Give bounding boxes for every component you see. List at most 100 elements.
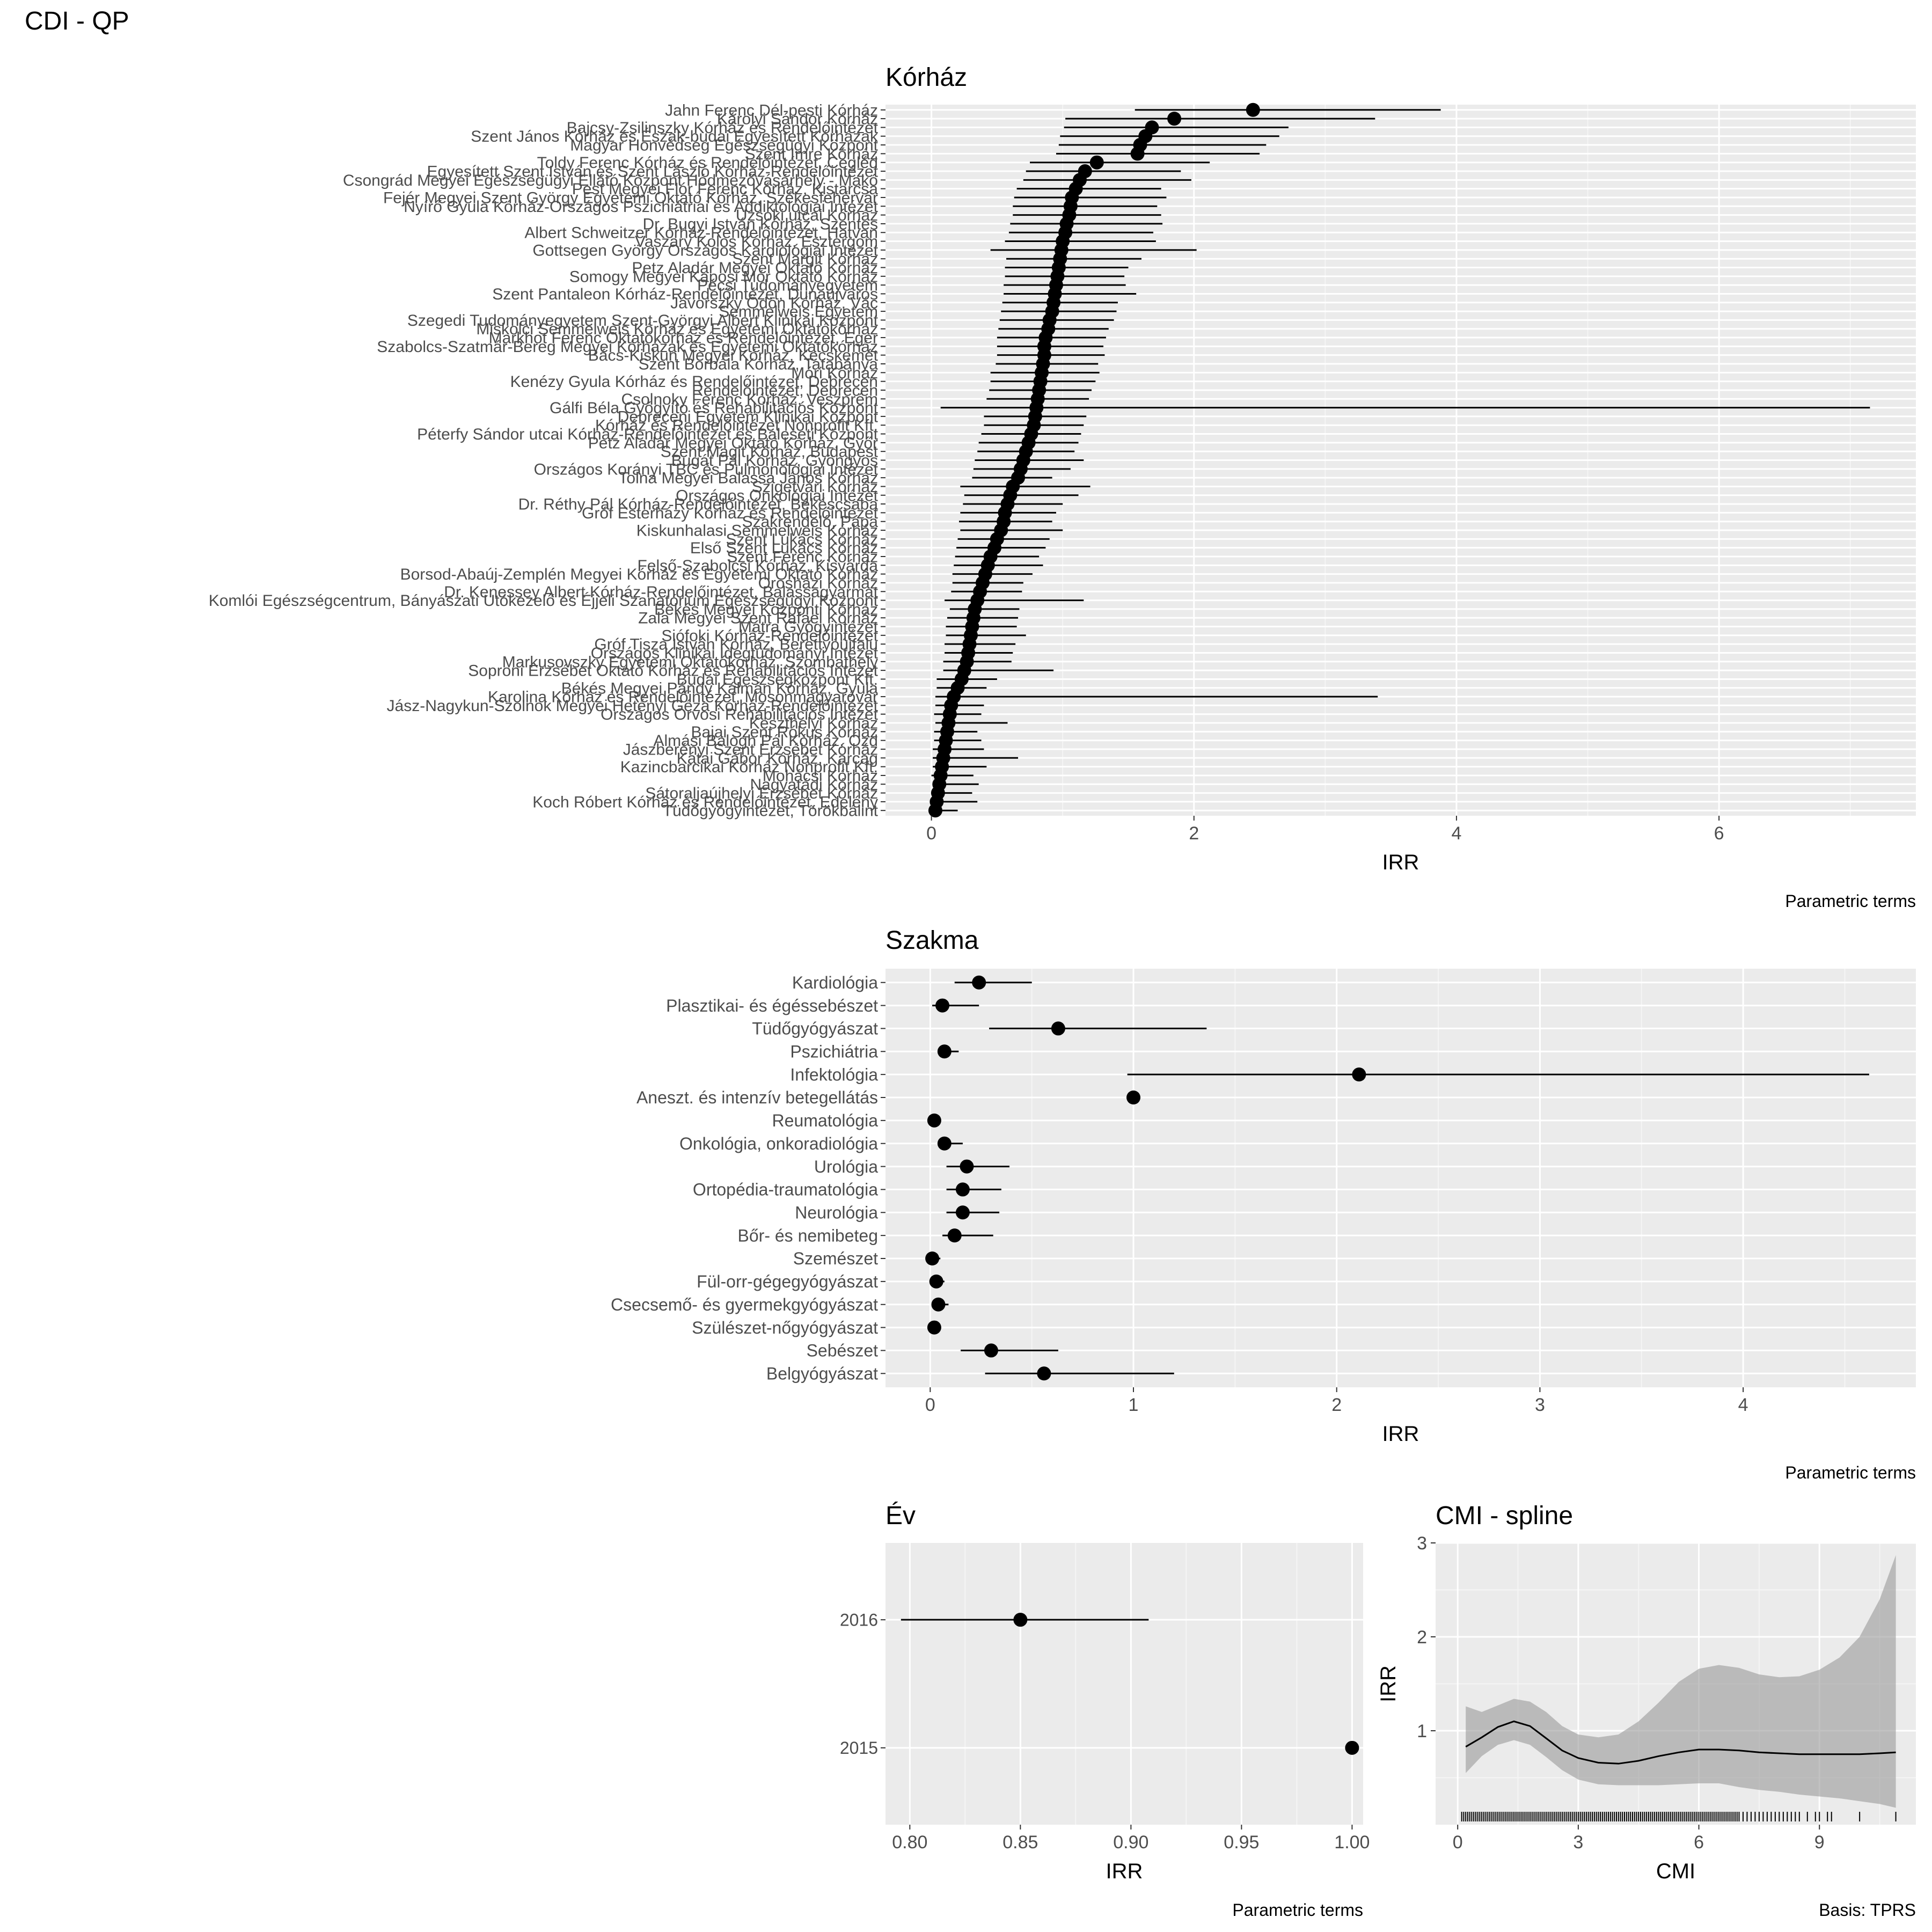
y-tick-label: Károlyi Sándor Kórház: [717, 111, 878, 128]
estimate-point: [955, 1205, 970, 1220]
y-tick-label: Belgyógyászat: [766, 1364, 878, 1383]
y-tick-label: Markusovszky Egyetemi Oktatókórház, Szom…: [502, 653, 878, 671]
y-tick-label: Plasztikai- és égéssebészet: [666, 996, 878, 1015]
y-tick-label: Országos Orvosi Rehabilitációs Intézet: [601, 706, 879, 723]
y-tick-label: Sátoraljaújhelyi Erzsébet Kórház: [645, 785, 878, 802]
y-tick-label: Bugát Pál Kórház, Gyöngyös: [671, 452, 878, 470]
y-tick-label: Szent Pantaleon Kórház-Rendelőintézet, D…: [492, 286, 878, 303]
x-tick-label: 2: [1331, 1395, 1342, 1415]
estimate-point: [1130, 147, 1145, 161]
y-tick-label: Szemészet: [793, 1249, 878, 1268]
estimate-point: [937, 1044, 952, 1059]
y-tick-label: Rendelőintézet, Debrecen: [692, 382, 878, 399]
y-tick-label: Somogy Megyei Kaposi Mór Oktató Kórház: [569, 268, 878, 286]
y-tick-label: Mátra Gyógyintézet: [738, 618, 879, 636]
y-tick-label: Bács-Kiskun Megyei Kórház, Kecskemét: [588, 347, 879, 364]
x-tick-label: 0.85: [1002, 1832, 1038, 1853]
y-tick-label: 2016: [840, 1610, 878, 1629]
estimate-point: [1246, 103, 1260, 117]
y-tick-label: Gróf Esterházy Kórház és Rendelőintézet: [582, 504, 879, 522]
y-tick-label: Budai Egészségközpont Kft.: [677, 671, 878, 689]
y-axis-label: IRR: [1377, 1665, 1400, 1702]
x-axis-label: IRR: [1382, 1422, 1419, 1446]
y-tick-label: Onkológia, onkoradiológia: [679, 1134, 878, 1153]
y-tick-label: Zala Megyei Szent Rafael Kórház: [638, 610, 878, 627]
panel-background: [885, 969, 1916, 1387]
y-tick-label: Uzsoki utcai Kórház: [736, 207, 878, 224]
estimate-point: [925, 1252, 940, 1265]
estimate-point: [935, 998, 950, 1013]
y-tick-label: Kenézy Gyula Kórház és Rendelőintézet, D…: [510, 373, 878, 391]
y-tick-label: Magyar Honvédség Egészségügyi Központ: [570, 137, 878, 155]
y-tick-label: Infektológia: [790, 1065, 878, 1084]
x-tick-label: 6: [1694, 1832, 1704, 1853]
y-tick-label: Soproni Erzsébet Oktató Kórház és Rehabi…: [468, 662, 878, 680]
x-tick-label: 9: [1814, 1832, 1825, 1853]
y-tick-label: Nyírő Gyula Kórház-Országos Pszichiátria…: [404, 198, 878, 216]
panel-title: CMI - spline: [1436, 1502, 1573, 1530]
y-tick-label: Felső-Szabolcsi Kórház, Kisvárda: [637, 557, 878, 575]
y-tick-label: Kórház és Rendelőintézet Nonprofit Kft.: [595, 417, 878, 435]
y-tick-label: Debreceni Egyetem Klinikai Központ: [618, 408, 879, 426]
panel-szakma: Kardiológia Plasztikai- és égéssebészet Tü…: [611, 926, 1916, 1482]
x-tick-label: 0: [925, 1395, 935, 1415]
y-tick-label: Komlói Egészségcentrum, Bányászati Utóke…: [209, 592, 879, 610]
y-tick-label: Orosházi Kórház: [758, 574, 878, 592]
x-tick-label: 0: [926, 823, 936, 844]
y-tick-label: Szabolcs-Szatmár-Bereg Megyei Kórházak é…: [377, 338, 878, 356]
spline-line: [1465, 1720, 1896, 1765]
y-tick-label: Keszthelyi Kórház: [749, 715, 878, 733]
y-tick-label: Siófoki Kórház-Rendelőintézet: [661, 627, 878, 645]
x-axis-label: CMI: [1656, 1860, 1695, 1883]
y-tick-label: Aneszt. és intenzív betegellátás: [636, 1088, 878, 1107]
y-tick-label: Toldy Ferenc Kórház és Rendelőintézet, C…: [537, 154, 878, 172]
y-tick-label: Vaszary Kolos Kórház, Esztergom: [635, 233, 878, 251]
y-tick-label: Koch Róbert Kórház és Rendelőintézet, Ed…: [532, 793, 878, 811]
y-tick-label: Karolina Kórház és Rendelőintézet, Moson…: [488, 689, 878, 706]
y-tick-label: Szülészet-nőgyógyászat: [692, 1318, 878, 1337]
y-tick-label: Péterfy Sándor utcai Kórház-Rendelőintéz…: [417, 426, 879, 443]
y-tick-label: 2: [1417, 1627, 1427, 1648]
panel-title: Kórház: [885, 63, 967, 92]
y-tick-label: Kazincbarcikai Kórház Nonprofit Kft.: [620, 758, 878, 776]
y-tick-label: Petz Aladár Megyei Oktató Kórház, Győr: [588, 434, 878, 452]
y-tick-label: Jávorszky Ödön Kórház, Vác: [670, 294, 878, 312]
y-tick-label: Pécsi Tudományegyetem: [697, 277, 878, 295]
y-tick-label: Jahn Ferenc Dél-pesti Kórház: [665, 101, 878, 119]
y-tick-label: Pest Megyei Flór Ferenc Kórház, Kistarcs…: [572, 180, 879, 198]
y-tick-label: Országos Korányi TBC és Pulmonológiai In…: [534, 460, 879, 478]
y-tick-label: Országos Klinikai Idegtudományi Intézet: [591, 645, 879, 662]
y-tick-label: Gottsegen György Országos Kardiológiai I…: [532, 241, 878, 259]
y-tick-label: 1: [1417, 1721, 1427, 1741]
y-tick-label: Szent Magit Kórház, Budapest: [661, 443, 879, 461]
y-tick-label: Csongrád Megyei Egészségügyi Ellátó Közp…: [343, 172, 878, 189]
y-tick-label: Békés Megyei Központi Kórház: [654, 601, 878, 618]
y-tick-label: Reumatológia: [772, 1111, 879, 1130]
y-tick-label: Fül-orr-gégegyógyászat: [697, 1272, 878, 1291]
caption: Parametric terms: [1785, 891, 1916, 911]
y-tick-label: Csolnoky Ferenc Kórház, Veszprém: [621, 391, 878, 408]
y-tick-label: Bajai Szent Rókus Kórház: [691, 723, 878, 741]
y-tick-label: Szent Imre Kórház: [745, 145, 878, 163]
y-tick-label: Móri Kórház: [791, 364, 878, 382]
estimate-point: [960, 1159, 974, 1174]
confidence-band: [1466, 1555, 1896, 1808]
estimate-point: [1345, 1740, 1359, 1755]
y-tick-label: 3: [1417, 1533, 1427, 1554]
estimate-point: [1051, 1021, 1065, 1036]
caption: Basis: TPRS: [1819, 1900, 1916, 1920]
y-tick-label: Urológia: [814, 1157, 878, 1176]
estimate-point: [927, 1113, 941, 1128]
x-tick-label: 0: [1453, 1832, 1463, 1853]
x-tick-label: 3: [1535, 1395, 1545, 1415]
y-tick-label: Dr. Bugyi István Kórház, Szentes: [642, 215, 878, 233]
y-tick-label: Semmelweis Egyetem: [719, 303, 878, 321]
estimate-point: [984, 1343, 998, 1358]
x-tick-label: 4: [1738, 1395, 1748, 1415]
y-tick-label: Bajcsy-Zsilinszky Kórház és Rendelőintéz…: [567, 119, 879, 137]
estimate-point: [955, 1182, 970, 1197]
y-tick-label: Tolna Megyei Balassa János Kórház: [618, 470, 878, 487]
y-tick-label: Pszichiátria: [790, 1042, 878, 1061]
